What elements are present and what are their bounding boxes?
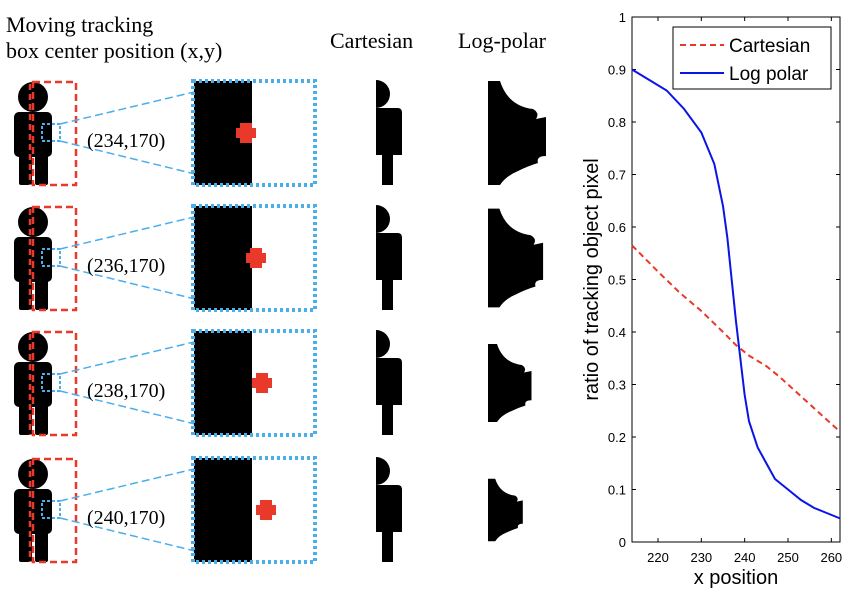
tracking-box bbox=[31, 457, 78, 564]
plot-area bbox=[631, 16, 841, 543]
y-tick-label: 0.4 bbox=[608, 325, 626, 340]
person-right-leg bbox=[35, 527, 48, 562]
legend: Cartesian Log polar bbox=[672, 26, 832, 90]
y-tick-label: 0.9 bbox=[608, 63, 626, 78]
x-tick-label: 230 bbox=[690, 550, 712, 565]
y-axis-label: ratio of tracking object pixel bbox=[581, 158, 603, 400]
tracking-marker bbox=[236, 123, 256, 143]
small-zoom-box bbox=[41, 248, 61, 267]
tracking-marker bbox=[246, 248, 266, 268]
position-label: (234,170) bbox=[87, 130, 165, 152]
zoomed-body bbox=[194, 458, 252, 562]
zoom-line-bottom bbox=[59, 390, 241, 436]
zoom-line-bottom bbox=[59, 265, 241, 311]
small-zoom-box bbox=[41, 373, 61, 392]
x-axis-label: x position bbox=[694, 567, 779, 589]
logpolar-view bbox=[488, 344, 532, 422]
tracking-marker bbox=[252, 373, 272, 393]
zoomed-box bbox=[191, 79, 317, 187]
y-tick-label: 0.7 bbox=[608, 168, 626, 183]
y-tick-label: 0.5 bbox=[608, 273, 626, 288]
legend-box bbox=[672, 26, 832, 90]
diagram-row: (238,170) bbox=[14, 329, 532, 437]
cartesian-header: Cartesian bbox=[330, 28, 413, 53]
cartesian-view bbox=[376, 330, 402, 435]
logpolar-header: Log-polar bbox=[458, 28, 547, 53]
position-label: (238,170) bbox=[87, 380, 165, 402]
zoom-line-bottom bbox=[59, 517, 241, 563]
diagram-row: (240,170) bbox=[14, 456, 523, 564]
logpolar-view bbox=[488, 478, 523, 542]
y-tick-label: 0.1 bbox=[608, 483, 626, 498]
small-zoom-box bbox=[41, 500, 61, 519]
line-chart: 0 0.1 0.2 0.3 0.4 0.5 0.6 0.7 0.8 0.9 1 220 230 240 25… bbox=[581, 10, 842, 589]
zoomed-box bbox=[191, 204, 317, 312]
y-tick-label: 0.8 bbox=[608, 115, 626, 130]
zoomed-body bbox=[194, 206, 252, 310]
zoom-line-top bbox=[59, 457, 241, 502]
cartesian-view bbox=[376, 457, 402, 562]
tracking-marker bbox=[256, 500, 276, 520]
tracking-box bbox=[31, 330, 78, 437]
zoomed-body bbox=[194, 331, 252, 435]
small-zoom-box bbox=[41, 123, 61, 142]
zoom-line-top bbox=[59, 330, 241, 375]
person-right-leg bbox=[35, 275, 48, 310]
zoom-line-bottom bbox=[59, 140, 241, 186]
zoomed-box bbox=[191, 456, 317, 564]
y-tick-label: 0.3 bbox=[608, 378, 626, 393]
cartesian-view bbox=[376, 80, 402, 185]
x-tick-label: 220 bbox=[647, 550, 669, 565]
x-tick-label: 250 bbox=[777, 550, 799, 565]
x-tick-label: 260 bbox=[820, 550, 842, 565]
zoom-line-top bbox=[59, 205, 241, 250]
tracking-box bbox=[31, 80, 78, 187]
tracking-box bbox=[31, 205, 78, 312]
diagram-row: (234,170) bbox=[14, 79, 546, 187]
series-line-cartesian bbox=[631, 244, 841, 433]
zoomed-box bbox=[191, 329, 317, 437]
y-tick-label: 0.2 bbox=[608, 430, 626, 445]
logpolar-view bbox=[488, 81, 546, 185]
y-tick-label: 0 bbox=[619, 535, 626, 550]
series-line-log-polar bbox=[631, 68, 841, 520]
zoom-line-top bbox=[59, 80, 241, 125]
y-tick-label: 0.6 bbox=[608, 220, 626, 235]
person-right-leg bbox=[35, 400, 48, 435]
legend-label: Cartesian bbox=[729, 36, 810, 57]
legend-label: Log polar bbox=[729, 64, 809, 85]
position-header-line1: Moving tracking bbox=[6, 12, 153, 37]
diagram-row: (236,170) bbox=[14, 204, 544, 312]
position-header-line2: box center position (x,y) bbox=[6, 38, 222, 63]
position-label: (236,170) bbox=[87, 255, 165, 277]
y-tick-label: 1 bbox=[619, 10, 626, 25]
person-right-leg bbox=[35, 150, 48, 185]
logpolar-view bbox=[488, 208, 544, 308]
cartesian-view bbox=[376, 205, 402, 310]
x-tick-label: 240 bbox=[734, 550, 756, 565]
position-label: (240,170) bbox=[87, 507, 165, 529]
